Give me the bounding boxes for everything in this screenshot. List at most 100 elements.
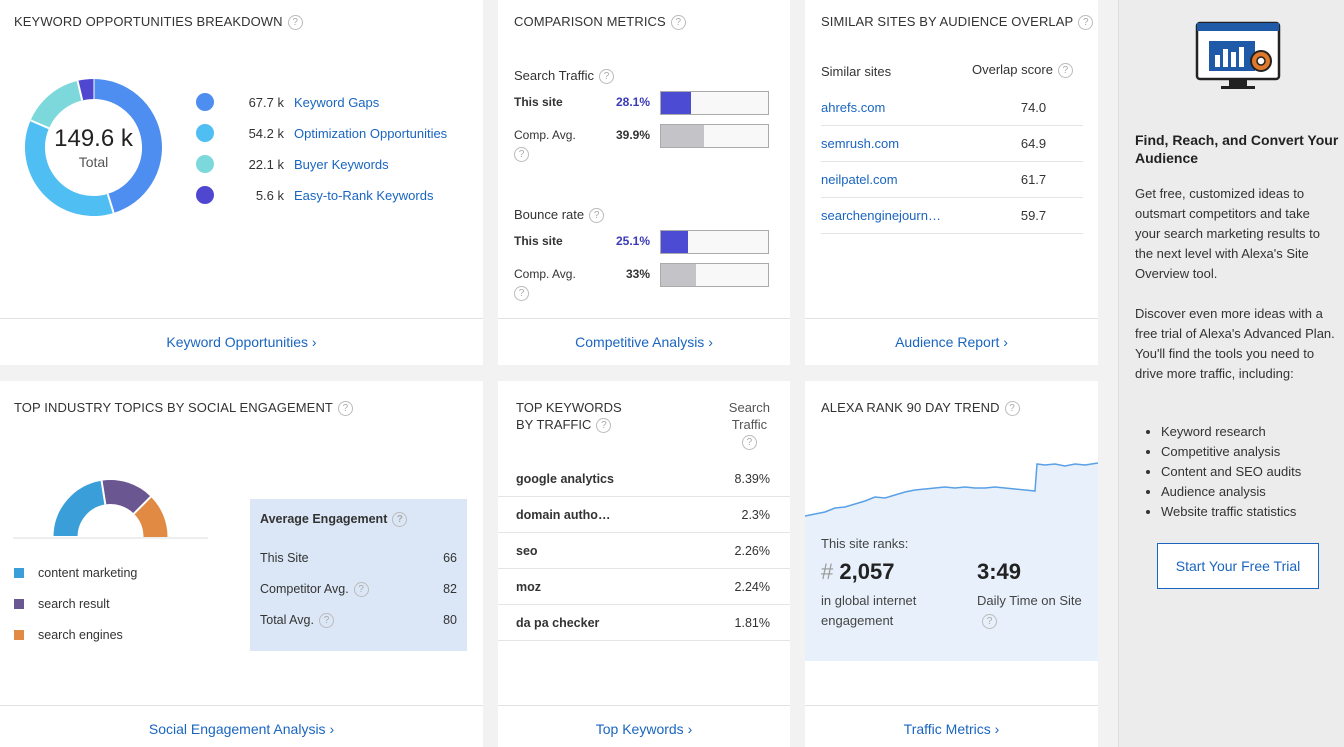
site-link[interactable]: searchenginejourn…: [821, 208, 941, 223]
help-icon[interactable]: ?: [514, 147, 529, 162]
topic-segment[interactable]: [101, 480, 151, 515]
ranks-label: This site ranks:: [821, 536, 909, 551]
col-header-score: Overlap score?: [972, 62, 1073, 79]
help-icon[interactable]: ?: [287, 15, 303, 31]
legend-value: 5.6 k: [255, 187, 284, 203]
help-icon[interactable]: ?: [514, 286, 529, 301]
help-icon[interactable]: ?: [598, 69, 614, 85]
similar-site-row: neilpatel.com 61.7: [821, 162, 1083, 198]
card-title: COMPARISON METRICS?: [514, 14, 686, 31]
keyword-donut-chart: [25, 79, 162, 216]
engagement-row: Total Avg.? 80: [260, 613, 457, 629]
social-engagement-link[interactable]: Social Engagement Analysis ›: [0, 705, 483, 747]
segment-separator: [133, 495, 152, 515]
keyword-legend-item: 54.2 k Optimization Opportunities: [196, 123, 447, 143]
help-icon[interactable]: ?: [1057, 63, 1073, 79]
col-header-search-traffic: Search Traffic ?: [728, 400, 770, 451]
comp-avg-value: 33%: [625, 267, 650, 281]
keyword-traffic: 2.3%: [741, 507, 771, 522]
legend-swatch: [196, 186, 214, 204]
help-icon[interactable]: ?: [1078, 15, 1094, 31]
help-icon[interactable]: ?: [670, 15, 686, 31]
keyword-opportunities-link[interactable]: Keyword Opportunities ›: [0, 318, 483, 365]
legend-link[interactable]: Buyer Keywords: [294, 156, 389, 172]
similar-sites-card: SIMILAR SITES BY AUDIENCE OVERLAP? Simil…: [805, 0, 1098, 365]
bar-fill: [661, 125, 704, 147]
daily-time: 3:49: [977, 559, 1022, 584]
engagement-value: 66: [443, 551, 457, 565]
topics-semi-donut-chart: [13, 480, 208, 539]
this-site-label: This site: [514, 234, 563, 248]
card-title: TOP INDUSTRY TOPICS BY SOCIAL ENGAGEMENT…: [14, 400, 353, 417]
keyword-traffic: 8.39%: [734, 471, 770, 486]
help-icon[interactable]: ?: [982, 614, 997, 630]
keyword-row[interactable]: google analytics 8.39%: [498, 461, 790, 497]
card-title: TOP KEYWORDS BY TRAFFIC?: [516, 400, 622, 434]
comp-avg-label: Comp. Avg.: [514, 267, 576, 281]
feature-list-item: Competitive analysis: [1161, 442, 1341, 462]
keyword-text: seo: [516, 543, 538, 558]
traffic-metrics-link[interactable]: Traffic Metrics ›: [805, 705, 1098, 747]
comp-avg-bar: [660, 124, 769, 148]
top-keywords-link[interactable]: Top Keywords ›: [498, 705, 790, 747]
col-header-sites: Similar sites: [821, 64, 892, 79]
engagement-title: Average Engagement?: [260, 512, 408, 528]
this-site-value: 25.1%: [615, 234, 650, 248]
time-desc: Daily Time on Site?: [977, 593, 1082, 630]
help-icon[interactable]: ?: [589, 208, 605, 224]
legend-link[interactable]: Optimization Opportunities: [294, 125, 448, 141]
donut-segment[interactable]: [25, 120, 114, 216]
competitive-analysis-link[interactable]: Competitive Analysis ›: [498, 318, 790, 365]
topic-label: search engines: [38, 628, 123, 642]
segment-separator: [76, 80, 84, 101]
comp-avg-bar: [660, 263, 769, 287]
site-link[interactable]: neilpatel.com: [821, 172, 898, 187]
keyword-text: domain autho…: [516, 507, 611, 522]
sidebar-paragraph: Discover even more ideas with a free tri…: [1135, 306, 1335, 381]
start-free-trial-button[interactable]: Start Your Free Trial: [1157, 543, 1319, 589]
help-icon[interactable]: ?: [1004, 401, 1020, 417]
audience-report-link[interactable]: Audience Report ›: [805, 318, 1098, 365]
this-site-bar: [660, 230, 769, 254]
bar-fill: [661, 231, 688, 253]
topic-label: search result: [38, 597, 110, 611]
donut-segment[interactable]: [77, 79, 94, 101]
legend-swatch: [196, 124, 214, 142]
topic-legend-item: content marketing: [14, 566, 137, 580]
feature-list-item: Keyword research: [1161, 422, 1341, 442]
similar-site-row: semrush.com 64.9: [821, 126, 1083, 162]
keyword-row[interactable]: domain autho… 2.3%: [498, 497, 790, 533]
legend-link[interactable]: Keyword Gaps: [294, 94, 380, 110]
topic-segment[interactable]: [133, 496, 168, 538]
site-link[interactable]: semrush.com: [821, 136, 900, 151]
topic-segment[interactable]: [53, 480, 106, 538]
keyword-row[interactable]: seo 2.26%: [498, 533, 790, 569]
legend-link[interactable]: Easy-to-Rank Keywords: [294, 187, 434, 203]
help-icon[interactable]: ?: [741, 435, 757, 451]
donut-segment[interactable]: [93, 79, 162, 213]
help-icon[interactable]: ?: [353, 582, 369, 598]
feature-list-item: Website traffic statistics: [1161, 502, 1341, 522]
overlap-score: 61.7: [1020, 172, 1047, 187]
legend-swatch: [196, 155, 214, 173]
search-traffic-label: Search Traffic?: [514, 68, 614, 85]
engagement-label: This Site: [260, 551, 309, 565]
donut-center: 149.6 k Total: [25, 125, 162, 170]
bar-fill: [661, 92, 692, 114]
keyword-row[interactable]: moz 2.24%: [498, 569, 790, 605]
engagement-row: This Site 66: [260, 551, 457, 565]
hash-icon: #: [821, 559, 834, 584]
help-icon[interactable]: ?: [337, 401, 353, 417]
legend-swatch: [14, 630, 24, 640]
help-icon[interactable]: ?: [596, 418, 612, 434]
keyword-row[interactable]: da pa checker 1.81%: [498, 605, 790, 641]
site-link[interactable]: ahrefs.com: [821, 100, 886, 115]
keyword-traffic: 1.81%: [734, 615, 770, 630]
donut-segment[interactable]: [30, 80, 83, 129]
help-icon[interactable]: ?: [392, 512, 408, 528]
topic-legend-item: search result: [14, 597, 110, 611]
card-title: ALEXA RANK 90 DAY TREND?: [821, 400, 1020, 417]
legend-value: 22.1 k: [248, 156, 284, 172]
help-icon[interactable]: ?: [318, 613, 334, 629]
trend-line: [805, 462, 1098, 517]
